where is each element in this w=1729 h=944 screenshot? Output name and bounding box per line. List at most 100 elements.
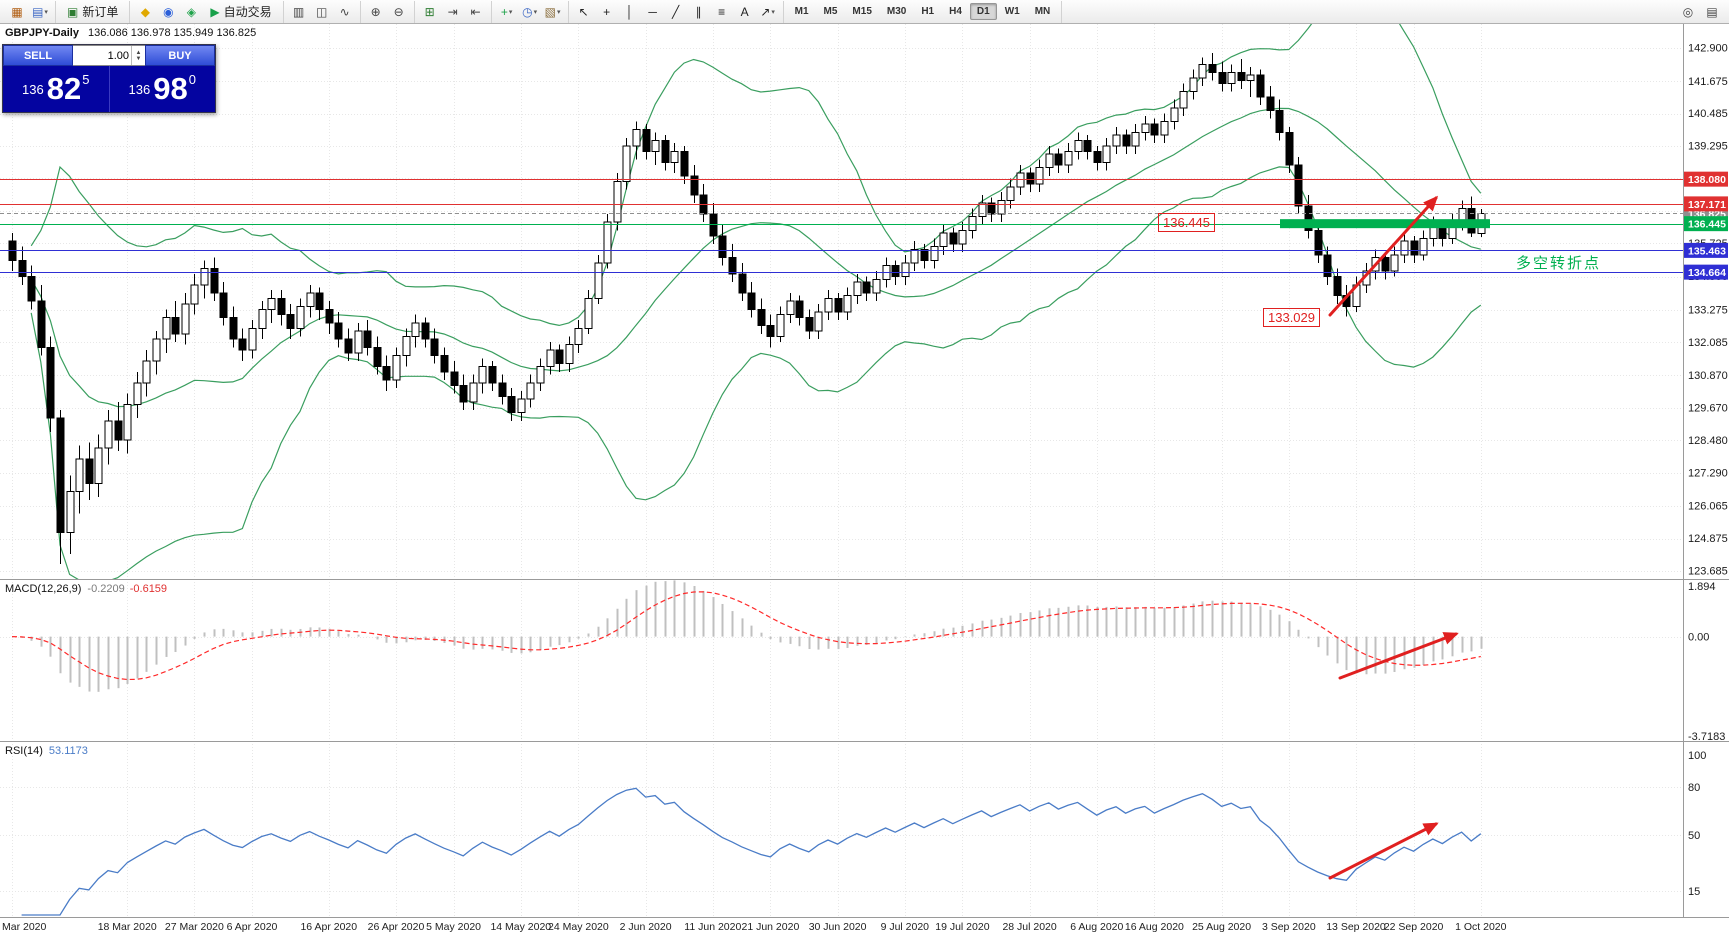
dropdown-caret-icon: ▾ [533, 8, 538, 16]
rsi-name: RSI(14) [5, 745, 43, 757]
timeframe-m15-button[interactable]: M15 [852, 6, 872, 17]
rsi-axis-label: 100 [1688, 750, 1706, 762]
tile-windows-button[interactable]: ⊞ [419, 2, 441, 22]
rsi-axis-label: 80 [1688, 782, 1700, 794]
help-button[interactable]: ◈ [180, 2, 202, 22]
templates-button[interactable]: ▧ ▾ [542, 2, 564, 22]
rsi-axis-label: 50 [1688, 830, 1700, 842]
channel-icon: ∥ [695, 4, 702, 19]
arrows-button[interactable]: ↗ ▾ [757, 2, 779, 22]
autotrading-button[interactable]: ▶ 自动交易 [203, 2, 278, 22]
periods-button[interactable]: ◷ ▾ [519, 2, 541, 22]
support-price-callout[interactable]: 133.029 [1263, 308, 1320, 327]
buy-price-major: 136 [128, 81, 151, 97]
text-icon: A [740, 4, 749, 19]
spinner-up-icon[interactable]: ▲ [135, 49, 142, 56]
macd-axis-label: 0.00 [1688, 632, 1709, 644]
chart-profiles-button[interactable]: ▤ ▾ [29, 2, 51, 22]
help-icon: ◈ [186, 4, 196, 19]
dropdown-caret-icon: ▾ [557, 8, 561, 16]
sell-button[interactable]: SELL [3, 45, 73, 66]
auto-scroll-icon: ⇥ [447, 4, 458, 19]
chart-shift-icon: ⇤ [470, 4, 481, 19]
rsi-trend-arrow[interactable] [1328, 822, 1439, 880]
chart-canvas[interactable]: 142.900141.675140.485139.295138.105136.9… [0, 24, 1729, 944]
horizontal-level-lines[interactable] [0, 179, 1683, 273]
rsi-value: 53.1173 [48, 745, 88, 757]
date-axis-label: 2 Jun 2020 [620, 921, 672, 933]
timeframe-m30-button[interactable]: M30 [886, 6, 907, 17]
date-axis-label: 22 Sep 2020 [1384, 921, 1444, 933]
candlestick-button[interactable]: ◫ [311, 2, 333, 22]
new-order-icon: ▣ [67, 4, 79, 19]
metaeditor-button[interactable]: ◆ [134, 2, 156, 22]
line-chart-button[interactable]: ∿ [334, 2, 356, 22]
horizontal-line-button[interactable]: ─ [642, 2, 664, 22]
toolbar-group-zoom: ⊕ ⊖ [361, 0, 415, 23]
chart-shift-button[interactable]: ⇤ [465, 2, 487, 22]
turning-point-note[interactable]: 多空转折点 [1516, 255, 1602, 272]
macd-value-main: -0.2209 [87, 583, 125, 595]
auto-scroll-button[interactable]: ⇥ [442, 2, 464, 22]
timeframe-m1-button[interactable]: M1 [794, 6, 809, 17]
trade-panel-header: SELL 1.00 ▲ ▼ BUY [3, 45, 215, 66]
market-watch-icon: ◉ [163, 4, 174, 19]
templates-icon: ▧ [544, 4, 557, 19]
zoom-out-button[interactable]: ⊖ [388, 2, 410, 22]
trendline-icon: ╱ [671, 4, 680, 19]
indicators-button[interactable]: + ▾ [496, 2, 518, 22]
support-resistance-highlight-bar[interactable] [1280, 219, 1490, 229]
sell-price[interactable]: 136 82 5 [3, 66, 109, 112]
time-axis[interactable]: Mar 2020 18 Mar 2020 27 Mar 2020 6 Apr 2020… [2, 921, 1507, 933]
resistance-price-callout[interactable]: 136.445 [1158, 213, 1215, 232]
bar-chart-button[interactable]: ▥ [288, 2, 310, 22]
date-axis-label: Mar 2020 [2, 921, 47, 933]
price-axis-label: 142.900 [1688, 42, 1728, 54]
date-axis-label: 26 Apr 2020 [368, 921, 425, 933]
text-button[interactable]: A [734, 2, 756, 22]
timeframe-mn-button[interactable]: MN [1034, 6, 1051, 17]
timeframe-d1-button[interactable]: D1 [969, 3, 997, 20]
buy-button[interactable]: BUY [145, 45, 215, 66]
volume-input[interactable]: 1.00 ▲ ▼ [73, 45, 145, 66]
timeframe-w1-button[interactable]: W1 [1004, 6, 1020, 17]
macd-trend-arrow[interactable] [1338, 632, 1459, 680]
new-order-button[interactable]: ▣ 新订单 [60, 2, 125, 22]
main-trend-arrow[interactable] [1328, 195, 1439, 317]
spinner-down-icon[interactable]: ▼ [135, 55, 142, 62]
timeframe-m5-button[interactable]: M5 [823, 6, 838, 17]
price-axis[interactable]: 142.900141.675140.485139.295138.105136.9… [1684, 42, 1728, 898]
panel-separators[interactable] [0, 24, 1729, 918]
chart-profiles-icon: ▤ [32, 4, 44, 19]
date-axis-label: 6 Aug 2020 [1070, 921, 1123, 933]
timeframe-h1-button[interactable]: H1 [921, 6, 935, 17]
toolbar-group-timeframes: M1 M5 M15 M30 H1 H4 D1 W1 MN [784, 0, 1063, 23]
search-button[interactable]: ◎ [1677, 2, 1699, 22]
crosshair-button[interactable]: + [596, 2, 618, 22]
svg-text:136.445: 136.445 [1688, 219, 1726, 231]
dropdown-caret-icon: ▾ [771, 8, 775, 16]
date-axis-label: 16 Apr 2020 [300, 921, 357, 933]
date-axis-label: 25 Aug 2020 [1192, 921, 1251, 933]
trade-panel-prices: 136 82 5 136 98 0 [3, 66, 215, 112]
timeframe-h4-button[interactable]: H4 [949, 6, 962, 17]
market-watch-button[interactable]: ◉ [157, 2, 179, 22]
trend-arrows[interactable] [1328, 195, 1459, 880]
volume-spinner[interactable]: ▲ ▼ [131, 46, 145, 65]
vertical-line-button[interactable]: │ [619, 2, 641, 22]
panels-button[interactable]: ▤ [1701, 2, 1723, 22]
sell-price-major: 136 [22, 81, 44, 97]
cursor-button[interactable]: ↖ [573, 2, 595, 22]
buy-price-frac: 0 [188, 71, 196, 87]
fibonacci-button[interactable]: ≡ [711, 2, 733, 22]
channel-button[interactable]: ∥ [688, 2, 710, 22]
trendline-button[interactable]: ╱ [665, 2, 687, 22]
chart-window[interactable]: 142.900141.675140.485139.295138.105136.9… [0, 24, 1729, 944]
macd-value-signal: -0.6159 [129, 583, 168, 595]
buy-price[interactable]: 136 98 0 [108, 66, 216, 112]
price-tag-138-080: 138.080 [1684, 171, 1728, 187]
price-axis-label: 130.870 [1688, 370, 1728, 382]
new-chart-button[interactable]: ▦ [6, 2, 28, 22]
zoom-in-button[interactable]: ⊕ [365, 2, 387, 22]
date-axis-label: 19 Jul 2020 [935, 921, 989, 933]
